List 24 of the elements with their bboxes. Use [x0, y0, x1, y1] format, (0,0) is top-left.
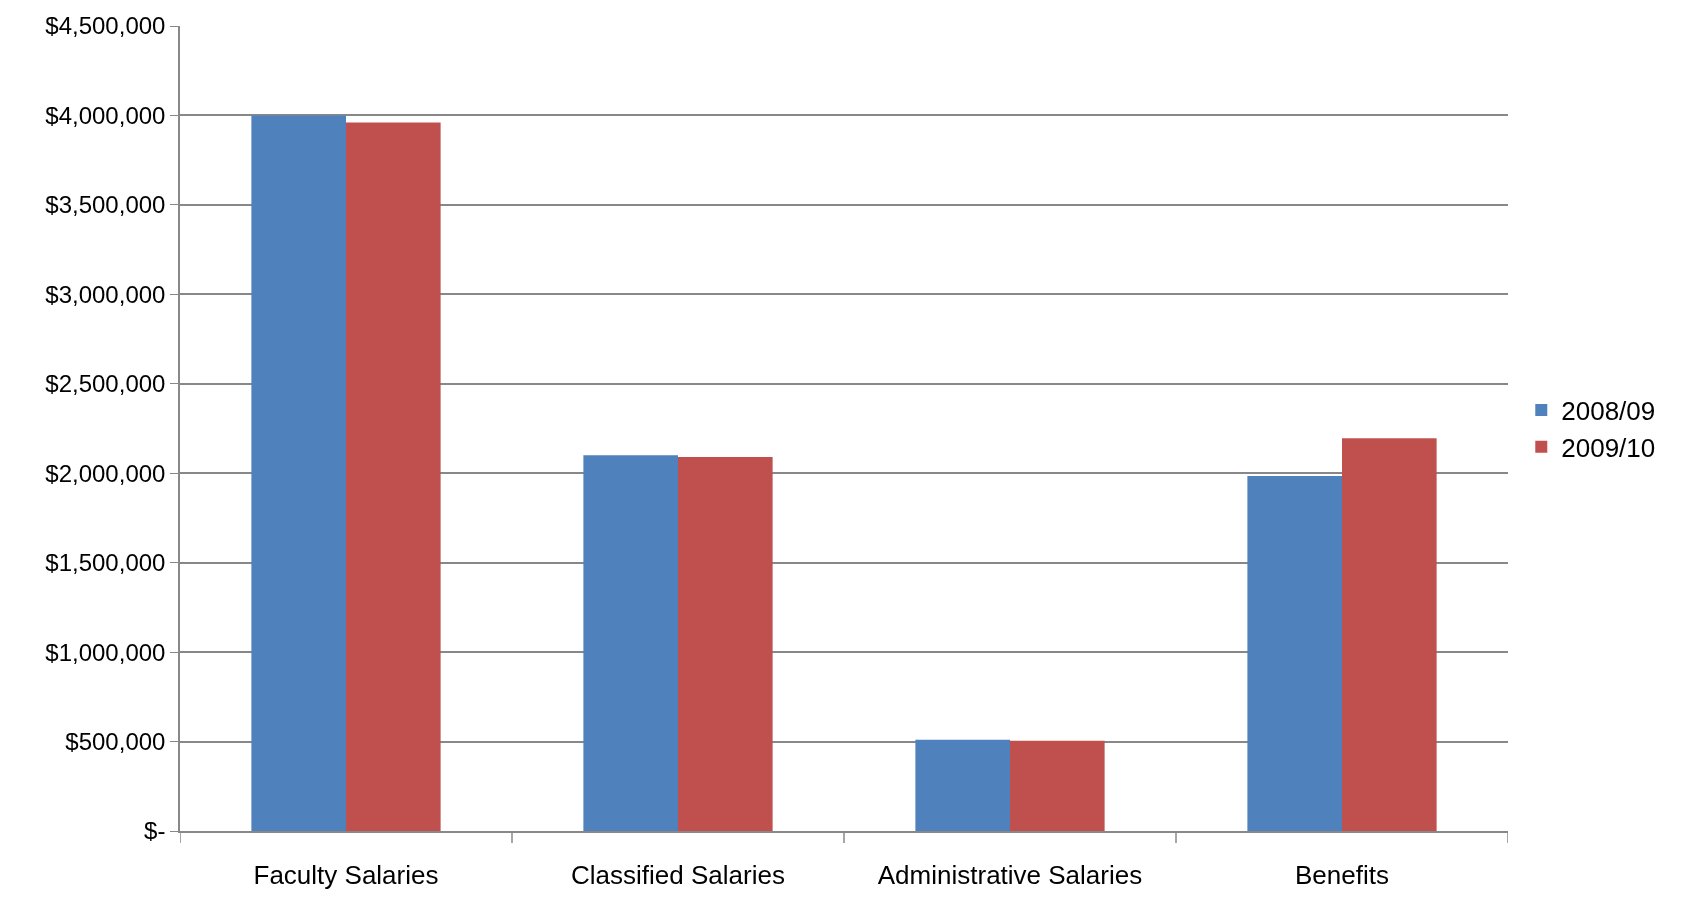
y-tick-label: $2,500,000 [45, 370, 166, 398]
x-tick-label: Administrative Salaries [877, 859, 1143, 890]
y-tick-label: $1,500,000 [45, 549, 166, 577]
bar [1342, 438, 1437, 831]
y-tick-label: $- [144, 817, 166, 845]
bar [583, 455, 678, 831]
x-tick-label: Classified Salaries [571, 859, 785, 890]
bar [346, 122, 441, 831]
x-tick-label: Faculty Salaries [253, 859, 439, 890]
x-tick-label: Benefits [1295, 859, 1389, 890]
bar [678, 457, 773, 831]
y-tick-label: $3,500,000 [45, 191, 166, 219]
bar [915, 739, 1010, 831]
y-tick-label: $2,000,000 [45, 459, 166, 487]
y-tick-label: $4,000,000 [45, 101, 166, 129]
bar [1010, 740, 1105, 831]
y-tick-label: $4,500,000 [45, 12, 166, 40]
y-tick-label: $1,000,000 [45, 638, 166, 666]
y-tick-label: $500,000 [65, 727, 166, 755]
legend-label: 2008/09 [1561, 396, 1656, 427]
bar [251, 115, 346, 831]
legend-label: 2009/10 [1561, 432, 1656, 463]
bar [1247, 475, 1342, 831]
y-tick-label: $3,000,000 [45, 280, 166, 308]
